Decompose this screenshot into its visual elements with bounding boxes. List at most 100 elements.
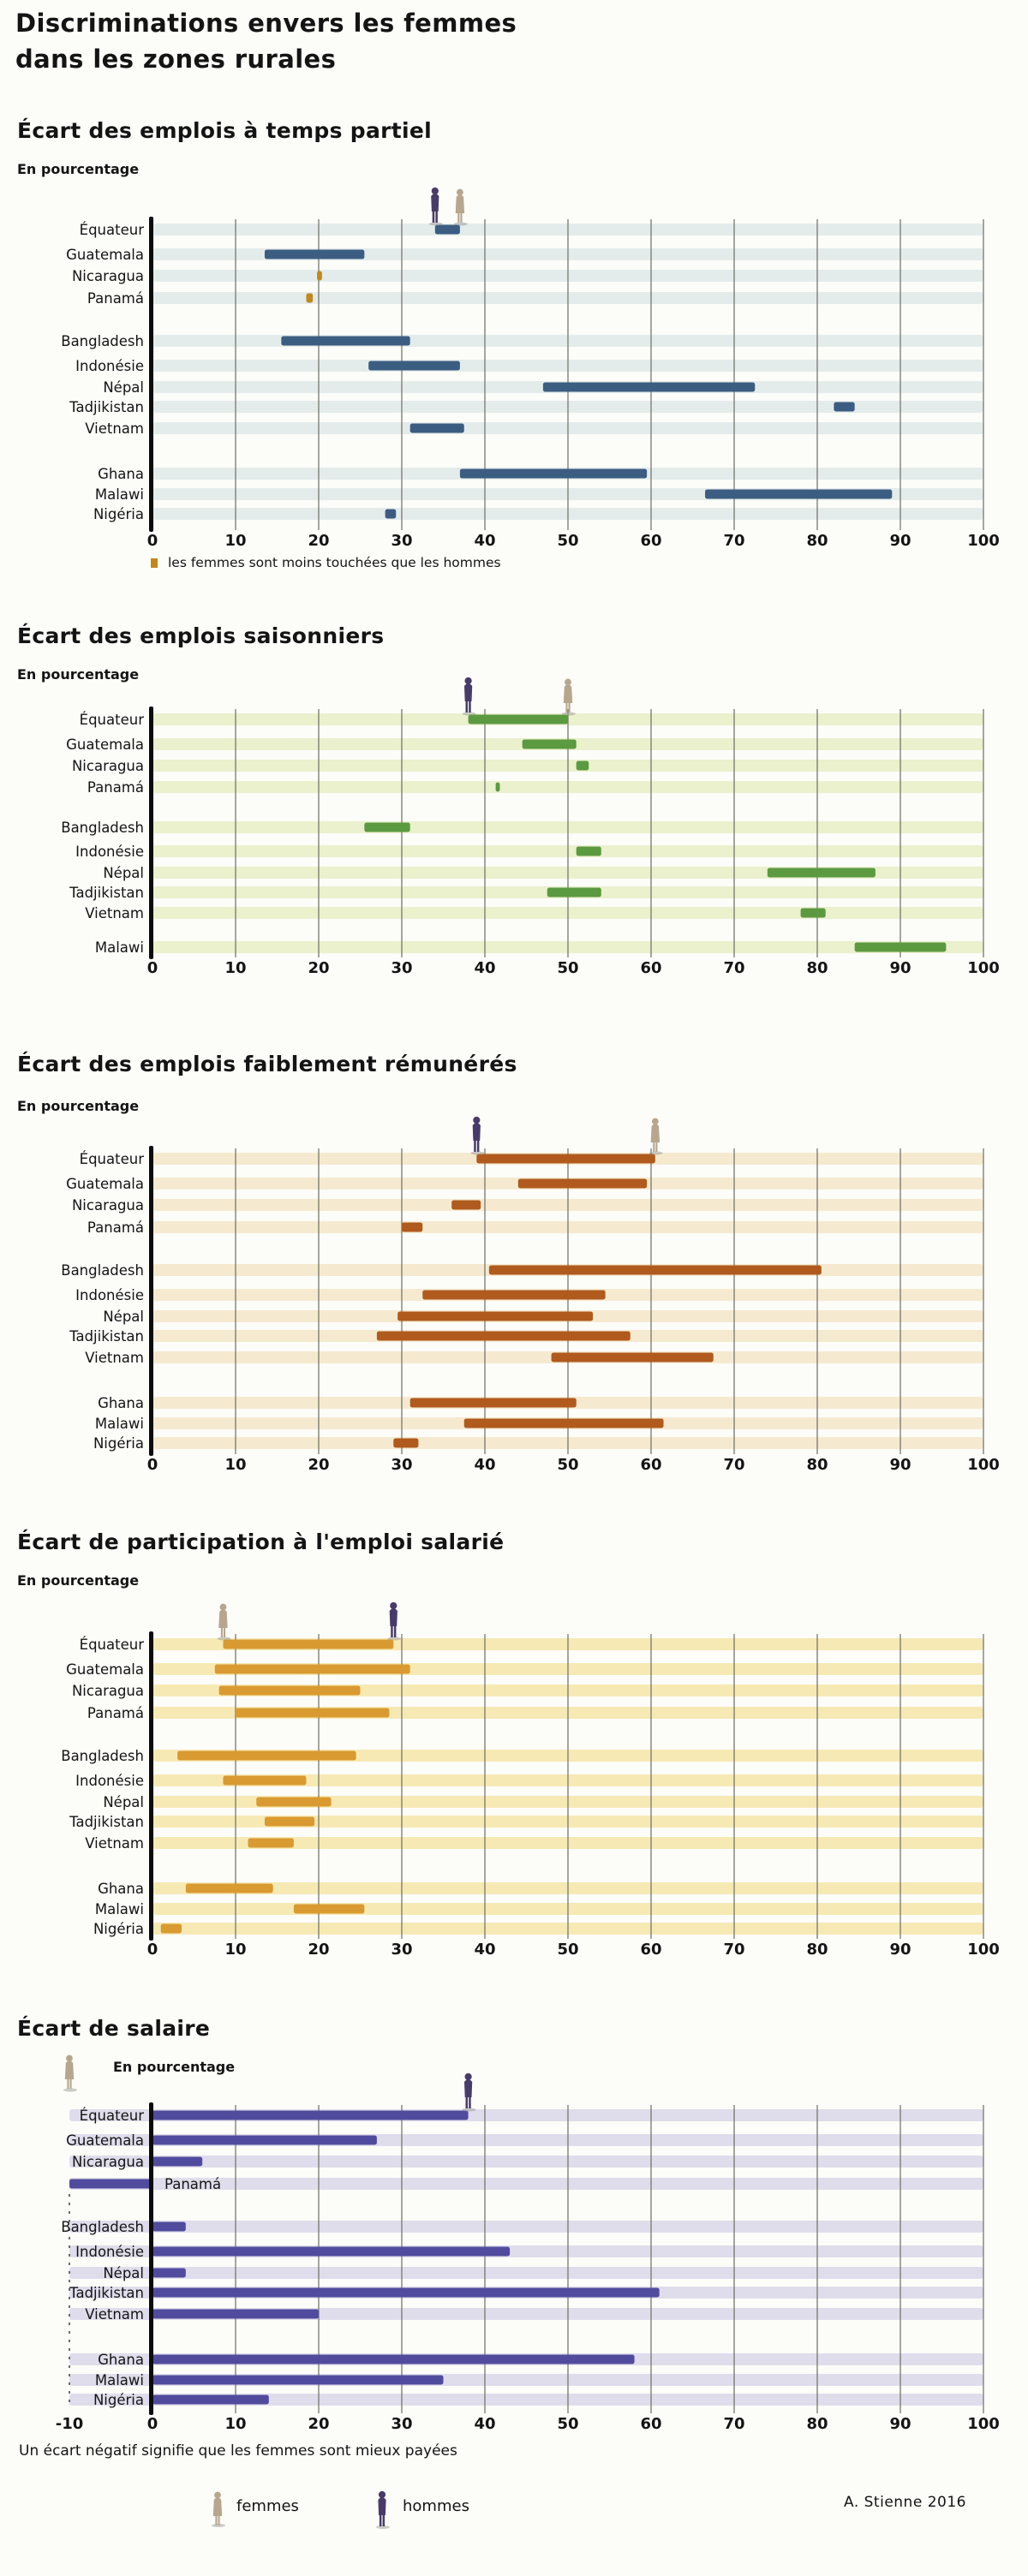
bar-Népal xyxy=(767,868,876,878)
bar-Vietnam xyxy=(551,1352,714,1363)
country-label-Ghana: Ghana xyxy=(98,1881,144,1897)
country-label-Bangladesh: Bangladesh xyxy=(61,1748,144,1764)
chart-title-faiblement-remuneres: Écart des emplois faiblement rémunérés xyxy=(17,1052,517,1076)
country-label-Bangladesh: Bangladesh xyxy=(61,1262,144,1279)
country-label-Ghana: Ghana xyxy=(98,1395,144,1411)
country-label-Panamá: Panamá xyxy=(87,290,144,307)
country-label-Équateur: Équateur xyxy=(80,222,145,238)
chart-title-temps-partiel: Écart des emplois à temps partiel xyxy=(17,118,433,143)
country-label-Népal: Népal xyxy=(103,379,144,396)
country-label-Tadjikistan: Tadjikistan xyxy=(69,2285,144,2301)
chart-title-emploi-salarie: Écart de participation à l'emploi salari… xyxy=(17,1530,505,1554)
bar-Vietnam xyxy=(248,1838,294,1848)
femmes-icon xyxy=(212,2491,225,2527)
x-tick-label: 10 xyxy=(224,532,246,550)
country-label-Tadjikistan: Tadjikistan xyxy=(69,885,144,901)
x-tick-label: 40 xyxy=(474,1456,495,1474)
country-label-Nicaragua: Nicaragua xyxy=(72,1197,144,1213)
bar-Équateur xyxy=(152,2110,469,2120)
x-tick-label: 70 xyxy=(723,1941,744,1959)
x-tick-label: 50 xyxy=(557,2415,578,2433)
x-tick-label: 60 xyxy=(640,532,661,550)
bar-Panamá xyxy=(69,2179,152,2189)
bar-Guatemala xyxy=(264,249,365,259)
x-tick-label: 30 xyxy=(391,1941,412,1959)
country-label-Ghana: Ghana xyxy=(98,466,144,482)
country-label-Guatemala: Guatemala xyxy=(66,1661,144,1678)
country-label-Guatemala: Guatemala xyxy=(66,247,144,263)
x-tick-label: 80 xyxy=(806,2415,828,2433)
x-tick-label: 30 xyxy=(391,959,412,977)
x-tick-label: 70 xyxy=(723,2415,744,2433)
x-tick-label: 60 xyxy=(640,959,661,977)
x-tick-label: 90 xyxy=(889,532,911,550)
country-label-Nicaragua: Nicaragua xyxy=(72,1683,144,1699)
x-tick-label: 20 xyxy=(308,1456,329,1474)
country-label-Vietnam: Vietnam xyxy=(85,1350,144,1366)
country-label-Équateur: Équateur xyxy=(80,2108,145,2124)
country-label-Malawi: Malawi xyxy=(95,1416,144,1432)
bar-Panamá xyxy=(495,782,500,792)
country-label-Nigéria: Nigéria xyxy=(93,1921,144,1937)
x-tick-label: 40 xyxy=(474,959,495,977)
country-label-Indonésie: Indonésie xyxy=(75,358,144,374)
x-tick-label: 90 xyxy=(889,959,911,977)
country-label-Tadjikistan: Tadjikistan xyxy=(69,1814,144,1830)
bar-Tadjikistan xyxy=(152,2287,660,2298)
x-tick-label: 50 xyxy=(557,532,578,550)
x-tick-label: 100 xyxy=(967,2415,1000,2433)
bar-Guatemala xyxy=(517,1178,648,1189)
country-label-Tadjikistan: Tadjikistan xyxy=(69,399,144,415)
x-tick-label: 30 xyxy=(391,1456,412,1474)
bar-Indonésie xyxy=(223,1775,307,1786)
country-label-Malawi: Malawi xyxy=(95,2372,144,2388)
country-label-Nigéria: Nigéria xyxy=(93,1435,144,1452)
legend-femmes-label: femmes xyxy=(236,2497,299,2515)
country-label-Bangladesh: Bangladesh xyxy=(61,333,144,349)
y-axis xyxy=(149,1631,153,1941)
bar-Panamá xyxy=(306,293,314,303)
chart-subtitle-salaire: En pourcentage xyxy=(113,2059,236,2075)
negative-gap-note: Un écart négatif signifie que les femmes… xyxy=(19,2442,457,2460)
bar-Tadjikistan xyxy=(547,887,601,897)
page-title: Discriminations envers les femmes dans le… xyxy=(15,5,517,77)
bar-Équateur xyxy=(223,1639,394,1649)
x-tick-label: 100 xyxy=(967,532,1000,550)
country-label-Vietnam: Vietnam xyxy=(85,1835,144,1852)
bar-Malawi xyxy=(463,1418,664,1428)
chart-plot-temps-partiel: 0 10 20 30 40 50 60 70 80 90 100 Équateur Guatemala N… xyxy=(61,187,1000,570)
country-label-Guatemala: Guatemala xyxy=(66,2132,144,2149)
country-label-Bangladesh: Bangladesh xyxy=(61,2219,144,2235)
x-tick-label: 60 xyxy=(640,1456,661,1474)
bar-Nicaragua xyxy=(576,760,589,771)
bar-Guatemala xyxy=(522,739,577,749)
country-label-Vietnam: Vietnam xyxy=(85,2306,144,2323)
x-tick-label: 0 xyxy=(147,2415,158,2433)
exception-legend-swatch xyxy=(151,558,158,568)
x-tick-label: 10 xyxy=(224,1941,246,1959)
bar-Népal xyxy=(152,2268,186,2278)
bar-Népal xyxy=(397,1311,594,1321)
country-label-Panamá: Panamá xyxy=(87,1219,144,1236)
x-tick-label: 40 xyxy=(474,532,495,550)
x-tick-label: 90 xyxy=(889,1456,911,1474)
x-tick-label: 30 xyxy=(391,2415,412,2433)
country-label-Nicaragua: Nicaragua xyxy=(72,268,144,284)
country-label-Malawi: Malawi xyxy=(95,939,144,956)
bar-Bangladesh xyxy=(488,1265,822,1275)
chart-plot-saisonniers: 0 10 20 30 40 50 60 70 80 90 100 Équateur Guatemala N… xyxy=(61,677,1000,977)
country-label-Guatemala: Guatemala xyxy=(66,736,144,753)
x-tick-label: 70 xyxy=(723,532,744,550)
bar-Indonésie xyxy=(368,361,460,371)
bar-Malawi xyxy=(854,942,947,952)
country-label-Équateur: Équateur xyxy=(80,1637,145,1653)
country-label-Indonésie: Indonésie xyxy=(75,844,144,860)
x-tick-label: 0 xyxy=(147,1941,158,1959)
x-tick-label: 100 xyxy=(967,959,1000,977)
bar-Indonésie xyxy=(152,2246,511,2257)
country-label-Ghana: Ghana xyxy=(98,2352,144,2368)
bar-Nicaragua xyxy=(152,2156,203,2167)
country-label-Équateur: Équateur xyxy=(80,1151,145,1167)
page-title-line2: dans les zones rurales xyxy=(15,45,337,75)
